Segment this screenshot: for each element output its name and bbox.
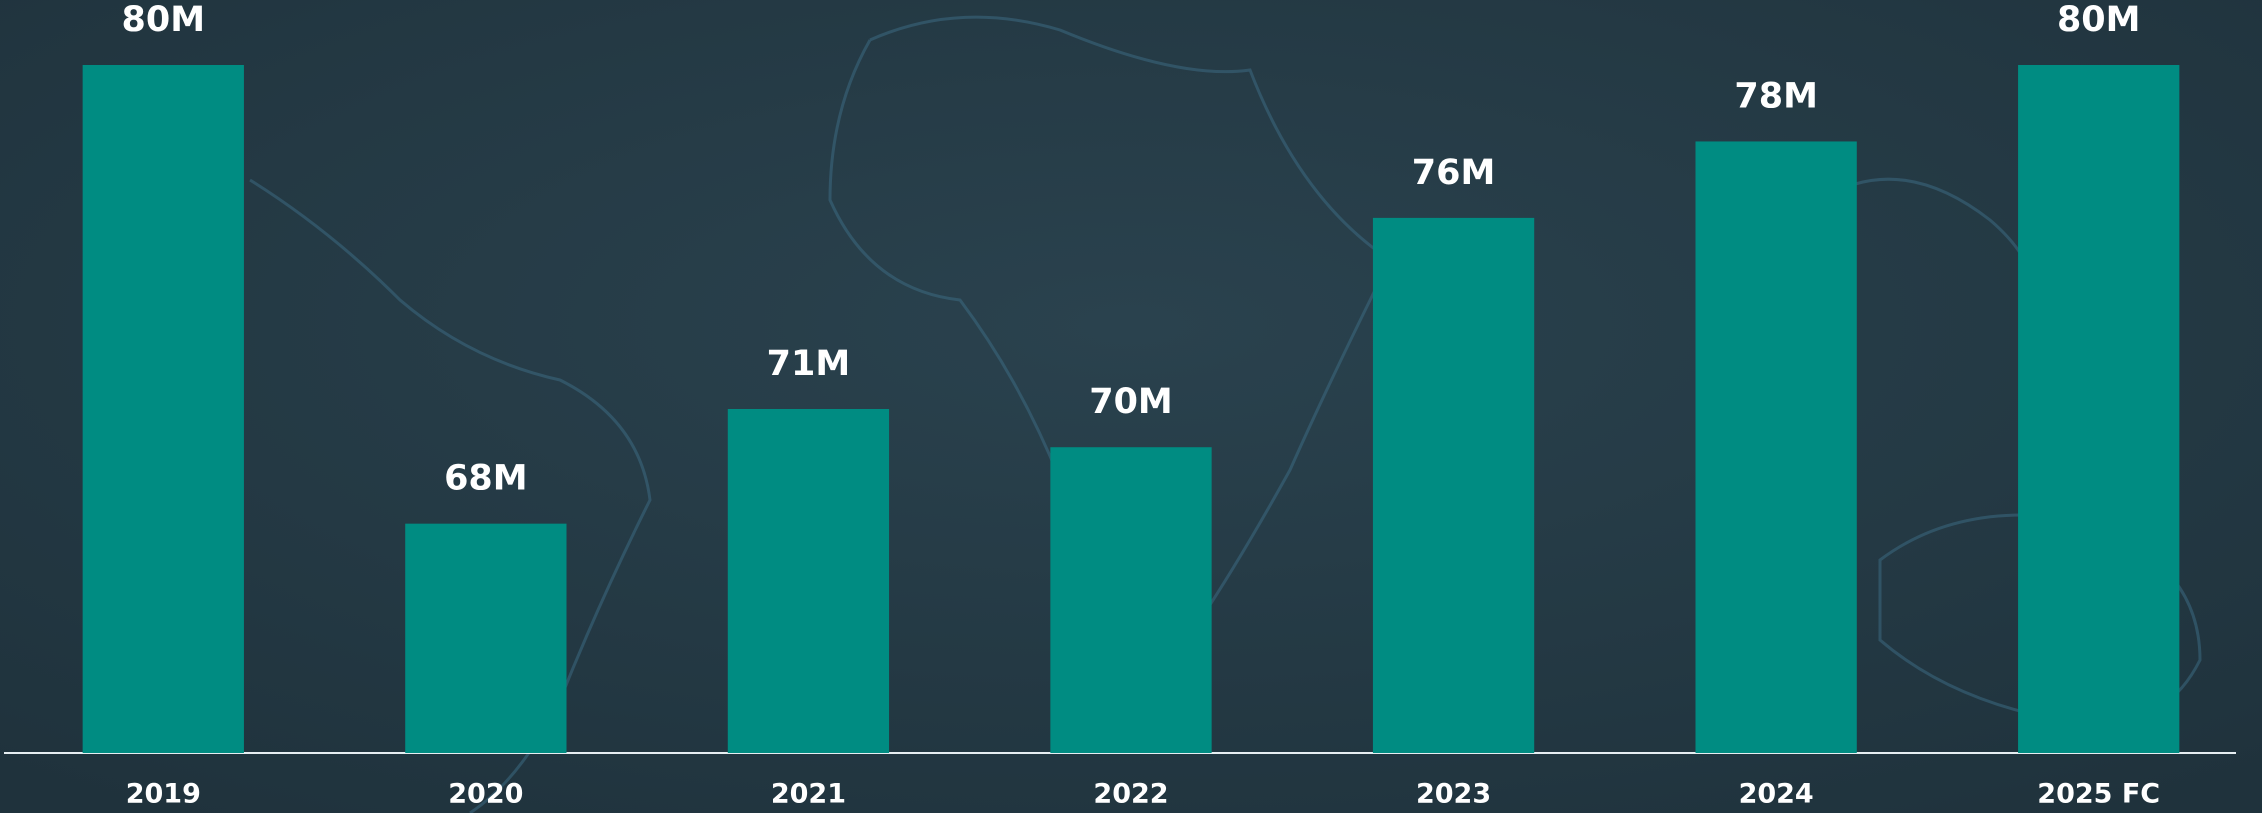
data-label: 68M (444, 459, 528, 499)
x-tick-label: 2024 (1739, 779, 1814, 810)
bar (1372, 217, 1535, 753)
x-tick-label: 2022 (1093, 779, 1168, 810)
data-label: 78M (1734, 76, 1818, 116)
x-tick-label: 2025 FC (2037, 779, 2160, 810)
x-tick-label: 2019 (126, 779, 201, 810)
bar (82, 65, 244, 753)
bar (405, 523, 567, 753)
data-label: 70M (1089, 382, 1173, 422)
x-tick-label: 2023 (1416, 779, 1491, 810)
data-label: 80M (2057, 0, 2141, 40)
bar (1695, 141, 1857, 753)
bar (1050, 447, 1212, 753)
bar (727, 409, 890, 753)
data-label: 76M (1412, 153, 1496, 193)
data-label: 80M (122, 0, 206, 40)
x-tick-label: 2020 (448, 779, 523, 810)
data-label: 71M (767, 344, 851, 384)
bar (2018, 65, 2180, 753)
x-tick-label: 2021 (771, 779, 846, 810)
